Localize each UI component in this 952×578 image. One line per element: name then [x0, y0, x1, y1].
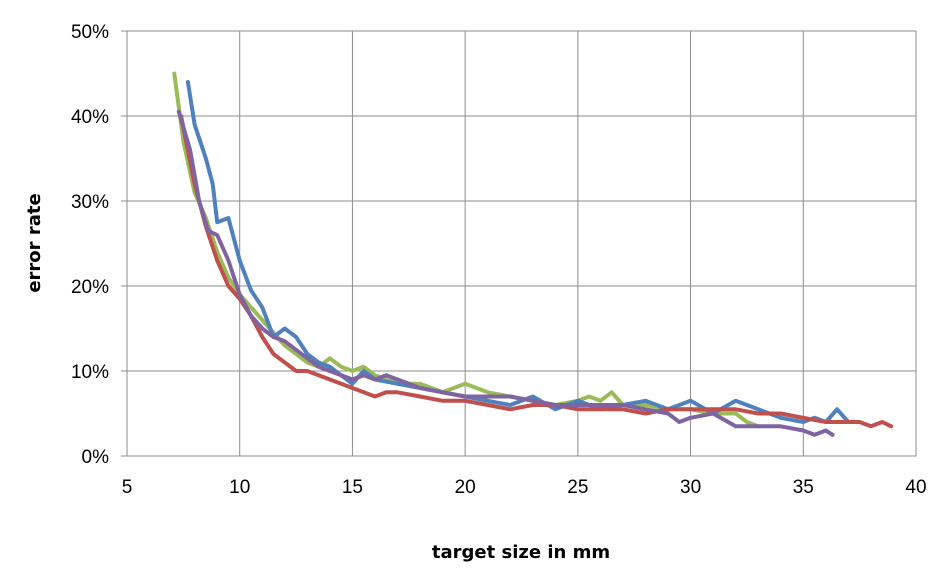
- y-tick-label: 30%: [71, 192, 109, 213]
- y-tick-label: 40%: [71, 107, 109, 128]
- x-tick-label: 35: [793, 477, 814, 498]
- y-axis-label: error rate: [24, 193, 45, 292]
- x-tick-label: 30: [680, 477, 701, 498]
- series-line-4: [176, 109, 835, 437]
- y-tick-label: 0%: [82, 447, 110, 468]
- x-tick-label: 25: [567, 477, 588, 498]
- y-tick-label: 50%: [71, 22, 109, 43]
- x-tick-label: 20: [455, 477, 476, 498]
- gridlines: [121, 30, 917, 457]
- plot-area: [126, 30, 917, 457]
- x-axis-label: target size in mm: [432, 542, 610, 563]
- x-tick-label: 40: [905, 477, 926, 498]
- y-axis-tick-labels: 0% 10% 20% 30% 40% 50%: [71, 22, 109, 468]
- x-tick-label: 5: [122, 477, 133, 498]
- x-tick-label: 15: [342, 477, 363, 498]
- x-tick-label: 10: [229, 477, 250, 498]
- series-line-3: [179, 114, 894, 429]
- y-tick-label: 20%: [71, 277, 109, 298]
- x-axis-tick-labels: 5 10 15 20 25 30 35 40: [122, 477, 927, 498]
- series-lines: [172, 71, 894, 437]
- y-tick-label: 10%: [71, 362, 109, 383]
